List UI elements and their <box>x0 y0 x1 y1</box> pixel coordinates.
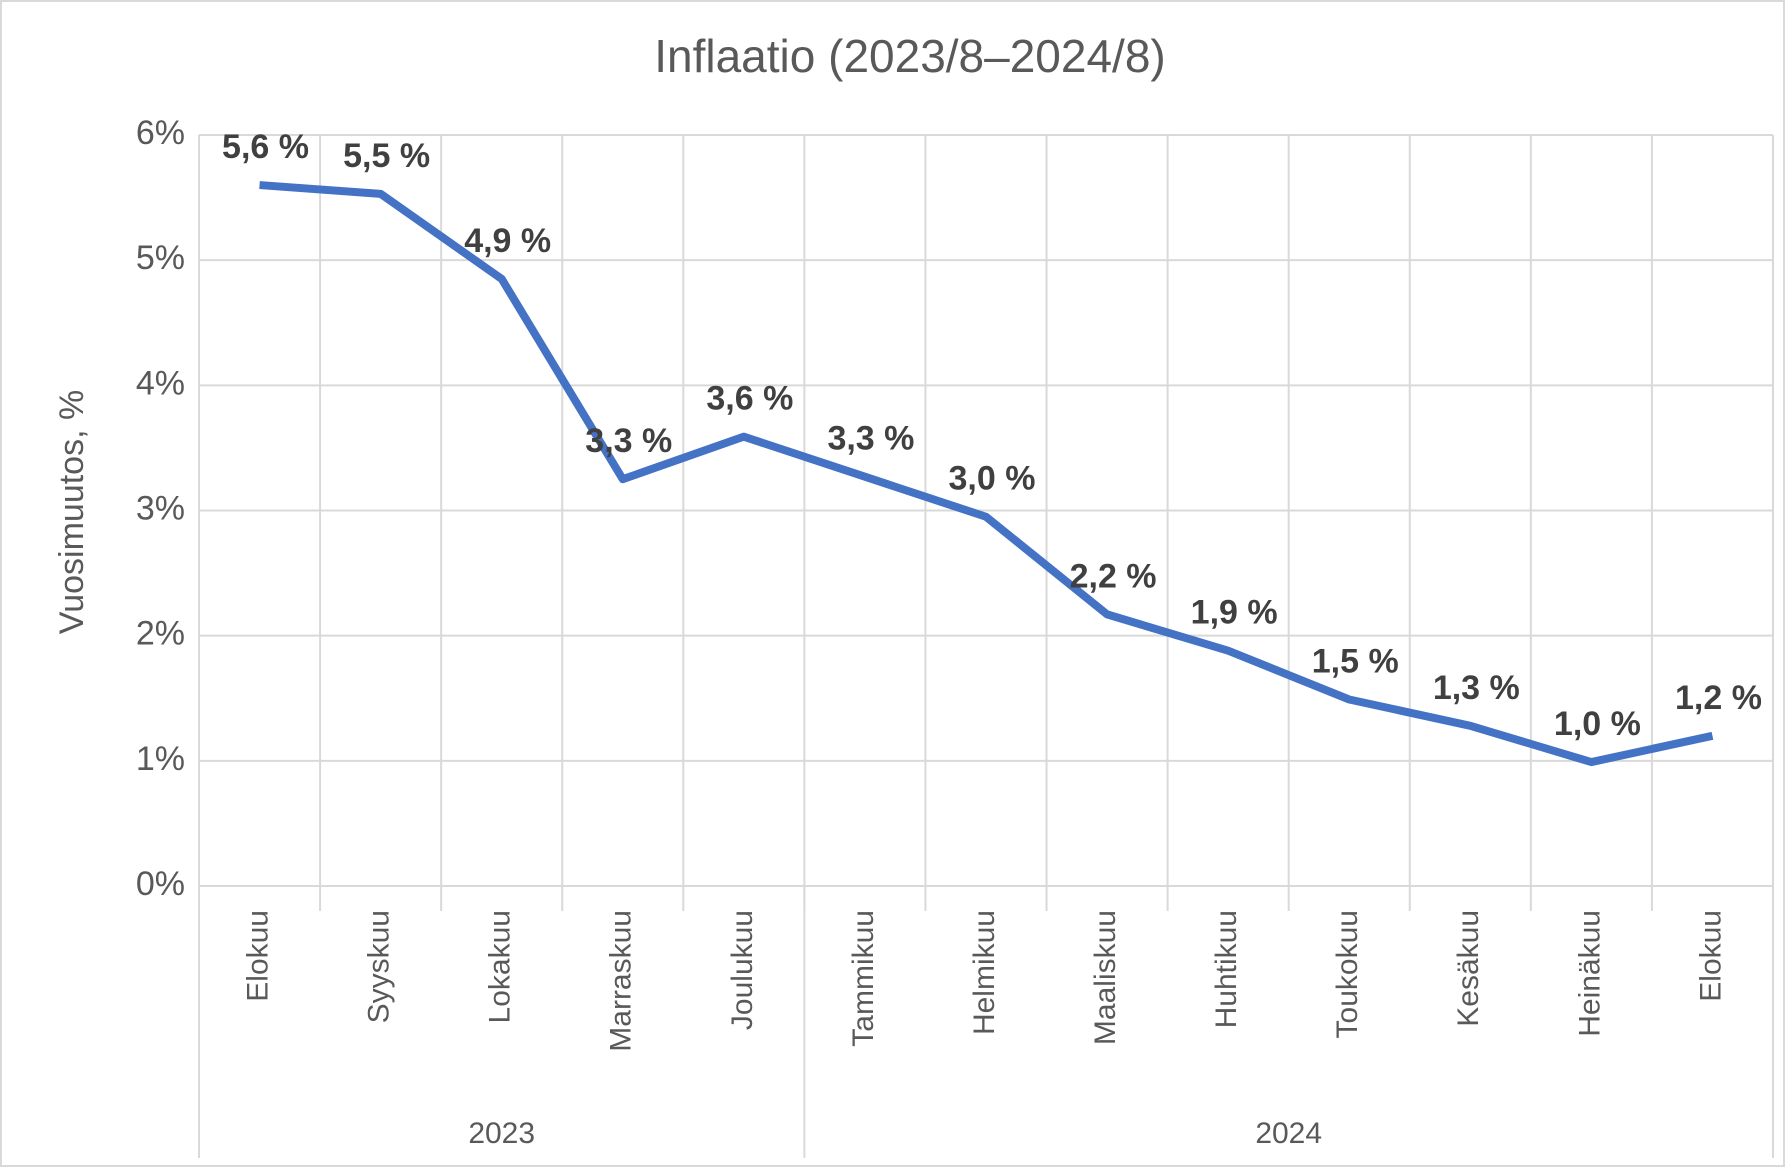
data-label: 1,5 % <box>1312 642 1399 680</box>
data-label: 1,9 % <box>1191 594 1278 632</box>
x-tick-label: Syyskuu <box>363 910 396 1023</box>
data-label: 3,0 % <box>949 460 1036 498</box>
x-tick-label: Elokuu <box>1694 910 1727 1002</box>
y-axis-label: Vuosimuutos, % <box>53 390 91 634</box>
x-tick-label: Joulukuu <box>726 910 759 1030</box>
y-tick-label: 5% <box>136 239 185 277</box>
data-label: 1,2 % <box>1675 679 1762 717</box>
x-tick-label: Toukokuu <box>1331 910 1364 1038</box>
data-label: 3,3 % <box>827 420 914 458</box>
data-label: 5,5 % <box>343 137 430 175</box>
data-label: 2,2 % <box>1070 557 1157 595</box>
x-tick-label: Kesäkuu <box>1452 910 1485 1027</box>
x-tick-label: Maaliskuu <box>1089 910 1122 1045</box>
x-tick-label: Helmikuu <box>968 910 1001 1035</box>
group-label: 2024 <box>1255 1117 1322 1150</box>
group-label: 2023 <box>468 1117 535 1150</box>
data-label: 1,0 % <box>1554 705 1641 743</box>
data-label: 3,6 % <box>706 380 793 418</box>
x-tick-label: Heinäkuu <box>1573 910 1606 1037</box>
x-tick-label: Lokakuu <box>484 910 517 1023</box>
y-tick-label: 4% <box>136 364 185 402</box>
data-label: 4,9 % <box>464 222 551 260</box>
y-tick-label: 3% <box>136 489 185 527</box>
x-tick-label: Marraskuu <box>605 910 638 1052</box>
data-label: 1,3 % <box>1433 669 1520 707</box>
line-series <box>259 181 1714 767</box>
data-label: 5,6 % <box>222 128 309 166</box>
data-label: 3,3 % <box>585 422 672 460</box>
chart-title: Inflaatio (2023/8–2024/8) <box>654 30 1166 82</box>
y-tick-label: 6% <box>136 114 185 152</box>
x-tick-label: Tammikuu <box>847 910 880 1047</box>
y-tick-label: 0% <box>136 865 185 903</box>
x-tick-label: Huhtikuu <box>1210 910 1243 1028</box>
y-tick-label: 1% <box>136 740 185 778</box>
x-tick-label: Elokuu <box>241 910 274 1002</box>
y-tick-label: 2% <box>136 615 185 653</box>
